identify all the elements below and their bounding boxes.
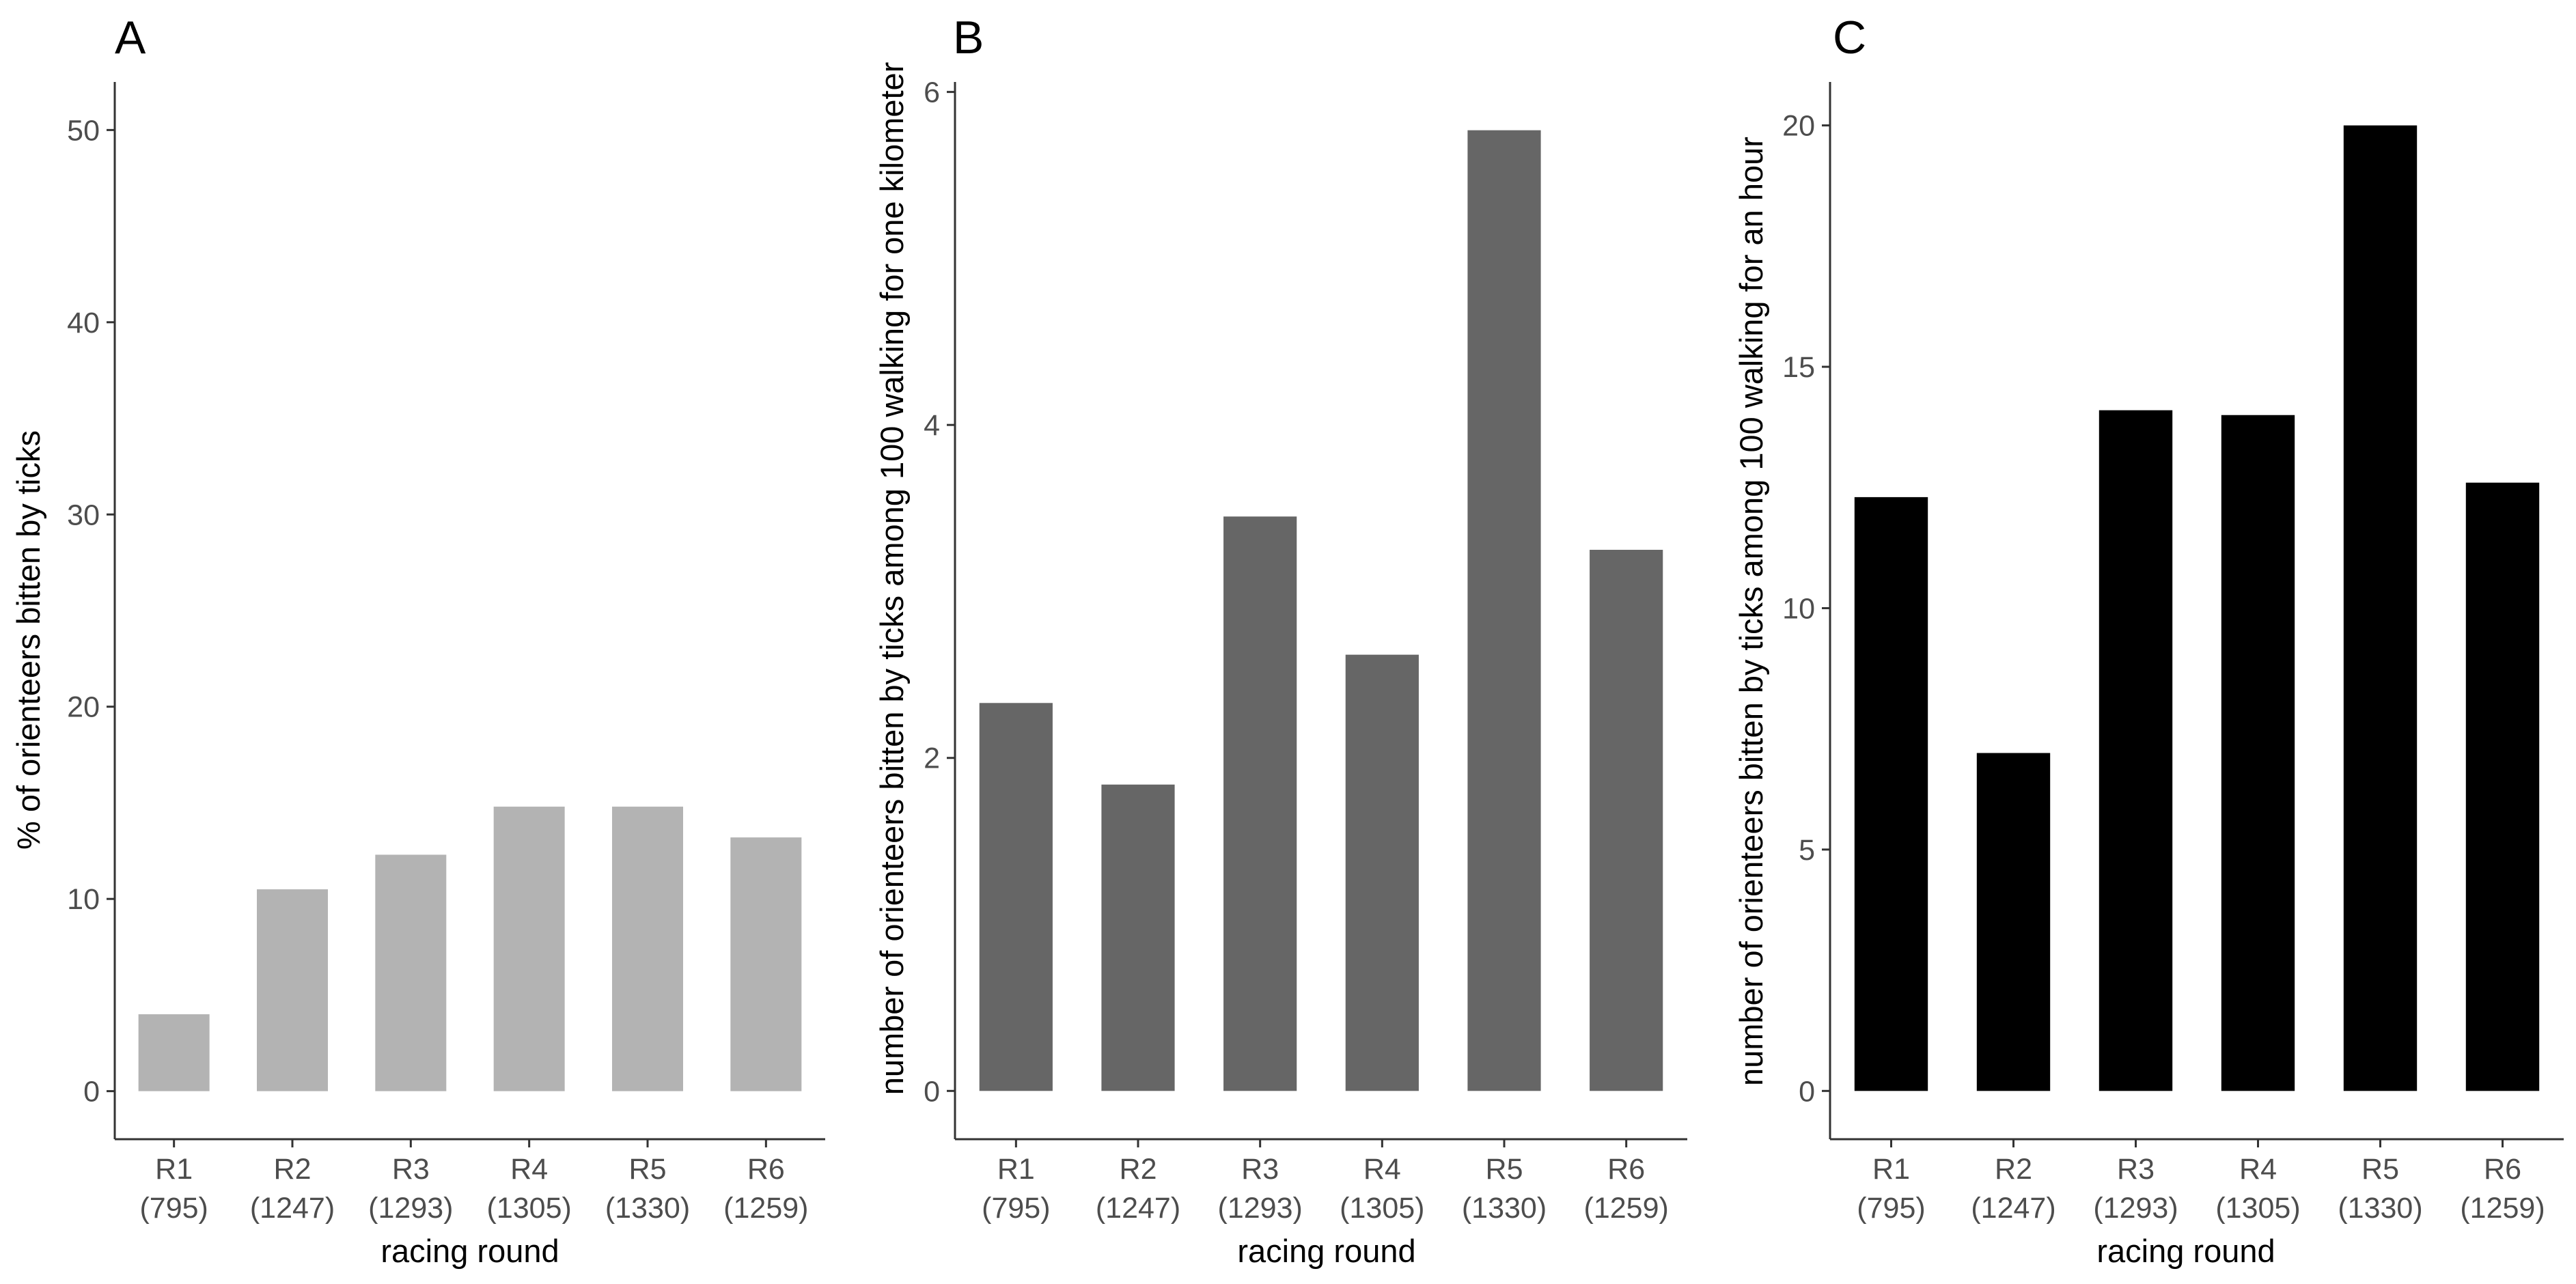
bar-r5 <box>2343 125 2418 1091</box>
x-tick-label: R3 <box>1241 1153 1279 1186</box>
bar-r2 <box>1101 784 1175 1091</box>
bar-r6 <box>1590 550 1663 1091</box>
panel-a-x-ticks: R1 (795) R2 (1247) R3 (1293) R4 (1305) R5 (1330) R… <box>139 1139 808 1225</box>
x-tick-label: R5 <box>629 1153 667 1186</box>
x-tick-label: R6 <box>1607 1153 1645 1186</box>
panel-b-bars <box>979 130 1663 1091</box>
x-tick-sublabel: (1293) <box>2093 1192 2178 1225</box>
x-tick-sublabel: (1247) <box>1096 1192 1180 1225</box>
x-tick-sublabel: (1259) <box>2460 1192 2545 1225</box>
x-tick-label: R2 <box>1995 1153 2032 1186</box>
x-tick-sublabel: (1305) <box>487 1192 572 1225</box>
bar-r2 <box>1976 753 2051 1091</box>
panel-b: B number of orienteers bitten by ticks a… <box>874 12 1687 1269</box>
x-tick-sublabel: (795) <box>982 1192 1050 1225</box>
panel-c-y-axis-title: number of orienteers bitten by ticks amo… <box>1733 137 1769 1086</box>
bar-r1 <box>979 703 1053 1091</box>
panel-a-letter: A <box>115 12 146 64</box>
y-tick-label: 0 <box>924 1075 940 1108</box>
x-tick-sublabel: (1247) <box>1971 1192 2055 1225</box>
x-tick-label: R4 <box>1363 1153 1401 1186</box>
panel-c-y-ticks: 0 5 10 15 20 <box>1782 110 1830 1108</box>
y-tick-label: 10 <box>1782 592 1815 625</box>
panel-b-x-ticks: R1 (795) R2 (1247) R3 (1293) R4 (1305) R5 (1330) R… <box>982 1139 1669 1225</box>
bar-r5 <box>612 807 683 1091</box>
x-tick-label: R4 <box>2239 1153 2277 1186</box>
bar-r1 <box>1854 497 1928 1091</box>
y-tick-label: 4 <box>924 409 940 442</box>
y-tick-label: 30 <box>67 499 100 531</box>
panel-c-bars <box>1854 125 2540 1091</box>
panel-c: C number of orienteers bitten by ticks a… <box>1733 12 2564 1269</box>
bar-r3 <box>1223 516 1297 1091</box>
panel-b-y-axis-title: number of orienteers bitten by ticks amo… <box>874 62 910 1095</box>
bar-r3 <box>375 854 447 1091</box>
panel-b-y-ticks: 0 2 4 6 <box>924 76 955 1108</box>
x-tick-label: R3 <box>392 1153 430 1186</box>
x-tick-sublabel: (1330) <box>605 1192 690 1225</box>
x-tick-label: R5 <box>1486 1153 1523 1186</box>
x-tick-label: R4 <box>510 1153 548 1186</box>
x-tick-label: R2 <box>274 1153 311 1186</box>
x-tick-sublabel: (1305) <box>1340 1192 1424 1225</box>
x-tick-label: R3 <box>2117 1153 2155 1186</box>
y-tick-label: 0 <box>83 1076 100 1108</box>
y-tick-label: 20 <box>1782 110 1815 143</box>
y-tick-label: 2 <box>924 742 940 775</box>
panel-c-x-axis-title: racing round <box>2096 1233 2275 1269</box>
bar-r6 <box>2465 482 2540 1091</box>
x-tick-sublabel: (1330) <box>1462 1192 1547 1225</box>
x-tick-label: R1 <box>997 1153 1035 1186</box>
bar-r3 <box>2099 410 2173 1091</box>
x-tick-sublabel: (1247) <box>250 1192 335 1225</box>
bar-r4 <box>2221 415 2295 1091</box>
x-tick-sublabel: (1330) <box>2338 1192 2422 1225</box>
panel-a-bars <box>138 807 802 1091</box>
bar-r1 <box>138 1014 210 1091</box>
y-tick-label: 50 <box>67 114 100 147</box>
bar-r2 <box>257 889 328 1091</box>
y-tick-label: 15 <box>1782 351 1815 384</box>
x-tick-sublabel: (1293) <box>1218 1192 1303 1225</box>
panel-a-y-ticks: 0 10 20 30 40 50 <box>67 114 115 1108</box>
panel-c-letter: C <box>1833 12 1866 64</box>
x-tick-label: R1 <box>155 1153 193 1186</box>
y-tick-label: 5 <box>1799 834 1815 867</box>
bar-r4 <box>493 807 565 1091</box>
bar-r6 <box>730 837 802 1091</box>
panel-c-x-ticks: R1 (795) R2 (1247) R3 (1293) R4 (1305) R5 (1330) R… <box>1857 1139 2545 1225</box>
x-tick-sublabel: (795) <box>1857 1192 1925 1225</box>
x-tick-sublabel: (1293) <box>368 1192 453 1225</box>
y-tick-label: 10 <box>67 883 100 916</box>
x-tick-label: R2 <box>1120 1153 1157 1186</box>
panel-a-y-axis-title: % of orienteers bitten by ticks <box>10 430 46 850</box>
x-tick-label: R1 <box>1872 1153 1910 1186</box>
bar-r5 <box>1467 130 1541 1091</box>
panel-b-x-axis-title: racing round <box>1237 1233 1415 1269</box>
x-tick-sublabel: (1259) <box>723 1192 808 1225</box>
x-tick-label: R6 <box>2484 1153 2521 1186</box>
panel-a-x-axis-title: racing round <box>380 1233 559 1269</box>
y-tick-label: 40 <box>67 307 100 339</box>
panel-a: A % of orienteers bitten by ticks 0 10 20 3… <box>10 12 825 1269</box>
x-tick-sublabel: (1259) <box>1584 1192 1669 1225</box>
y-tick-label: 0 <box>1799 1075 1815 1108</box>
y-tick-label: 6 <box>924 76 940 109</box>
x-tick-sublabel: (1305) <box>2215 1192 2300 1225</box>
x-tick-label: R6 <box>747 1153 785 1186</box>
x-tick-label: R5 <box>2362 1153 2399 1186</box>
panel-b-letter: B <box>953 12 984 64</box>
y-tick-label: 20 <box>67 691 100 724</box>
bar-r4 <box>1345 654 1419 1091</box>
x-tick-sublabel: (795) <box>139 1192 208 1225</box>
